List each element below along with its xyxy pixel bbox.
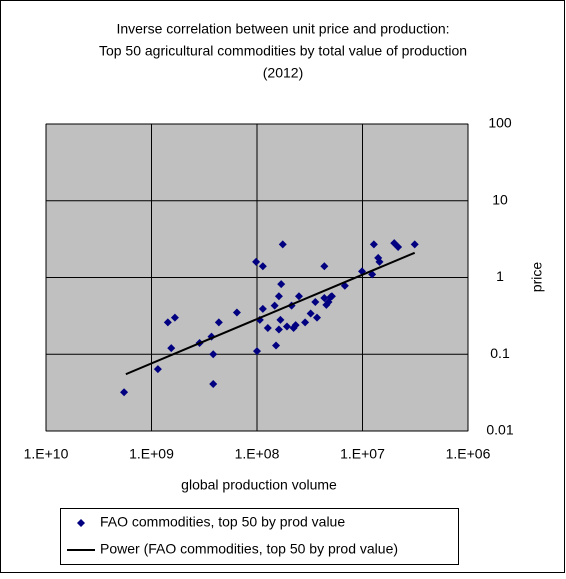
data-point	[167, 344, 176, 353]
data-point	[410, 240, 419, 249]
y-tick-label: 0.01	[486, 422, 513, 438]
data-point	[258, 304, 267, 313]
data-point	[311, 297, 320, 306]
data-point	[375, 257, 384, 266]
x-tick-label: 1.E+08	[235, 446, 280, 462]
data-point	[263, 323, 272, 332]
data-point	[209, 350, 218, 359]
data-point	[301, 318, 310, 327]
data-point	[163, 318, 172, 327]
y-tick-label: 10	[492, 191, 508, 207]
data-point	[277, 280, 286, 289]
y-tick-label: 100	[488, 115, 512, 131]
data-point	[282, 322, 291, 331]
data-point	[369, 240, 378, 249]
x-tick-label: 1.E+07	[340, 446, 385, 462]
legend-label: FAO commodities, top 50 by prod value	[100, 514, 345, 530]
data-point	[258, 262, 267, 271]
data-point	[320, 262, 329, 271]
data-point	[289, 323, 298, 332]
data-point	[278, 240, 287, 249]
data-point	[327, 292, 336, 301]
data-point	[306, 309, 315, 318]
x-axis-label: global production volume	[181, 477, 337, 493]
data-point	[232, 308, 241, 317]
data-point	[274, 292, 283, 301]
chart-title: Top 50 agricultural commodities by total…	[99, 43, 467, 59]
x-tick-label: 1.E+09	[129, 446, 174, 462]
y-tick-label: 0.1	[490, 345, 510, 361]
legend-marker	[77, 519, 85, 527]
data-point	[274, 325, 283, 334]
y-axis-label: price	[529, 262, 545, 293]
trendline	[125, 251, 416, 376]
chart-title: Inverse correlation between unit price a…	[116, 21, 449, 37]
legend-box	[60, 508, 459, 565]
data-point	[252, 257, 261, 266]
y-tick-label: 1	[496, 268, 504, 284]
data-point	[320, 294, 329, 303]
data-point	[153, 365, 162, 374]
data-point	[312, 313, 321, 322]
data-point	[253, 347, 261, 356]
data-point	[272, 341, 281, 350]
x-tick-label: 1.E+06	[446, 446, 491, 462]
data-point	[394, 242, 403, 251]
data-point	[276, 315, 285, 324]
data-point	[270, 301, 279, 310]
data-point	[214, 318, 223, 327]
data-point	[294, 292, 303, 301]
legend-label: Power (FAO commodities, top 50 by prod v…	[100, 541, 398, 557]
data-point	[209, 379, 218, 388]
chart-title: (2012)	[263, 65, 303, 81]
data-point	[170, 313, 179, 322]
x-tick-label: 1.E+10	[24, 446, 69, 462]
data-point	[120, 388, 129, 397]
